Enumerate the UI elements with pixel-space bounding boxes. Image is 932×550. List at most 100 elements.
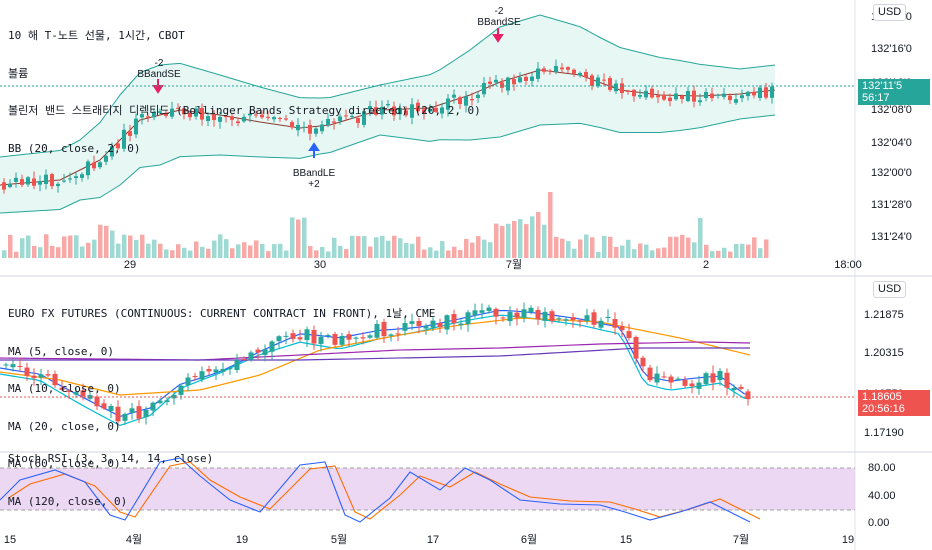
candle-body [200,108,204,120]
bb-label[interactable]: BB (20, close, 2, 0) [8,141,141,155]
axes: 132'20'0132'16'0132'12'0132'08'0132'04'0… [4,11,912,546]
candle-body [122,413,128,421]
candle-body [304,329,310,341]
stoch-tick: 0.00 [868,517,889,529]
volume-bar [122,234,127,258]
volume-bar [644,244,649,258]
price-tick: 1.21875 [864,309,904,321]
top-candles [2,59,774,194]
currency-button-top[interactable]: USD [873,4,907,21]
candle-body [566,67,570,70]
currency-button-bottom[interactable]: USD [873,281,907,298]
candle-body [512,79,516,85]
volume-bar [392,235,397,258]
candle-body [620,83,624,94]
candle-body [178,385,184,395]
volume-bar [74,235,79,258]
candle-body [2,182,6,190]
candle-body [332,334,338,345]
volume-bar [128,235,133,258]
candle-body [486,307,492,311]
band-lower [0,114,776,214]
band-fill [0,15,775,213]
candle-body [110,146,114,157]
candle-body [731,387,737,391]
candle-body [59,387,65,390]
candle-body [398,107,402,115]
volume-bar [728,251,733,258]
ma120-label[interactable]: MA (120, close, 0) [8,494,128,508]
candle-body [311,330,317,344]
candle-body [140,114,144,118]
candle-body [234,360,240,371]
candle-body [416,102,420,112]
volume-bar [284,250,289,258]
volume-bar [2,250,7,258]
candle-body [374,107,378,115]
symbol-title[interactable]: 10 해 T-노트 선물, 1시간, CBOT [8,29,185,42]
candle-body [146,116,150,118]
candle-body [290,333,296,340]
ma60-label[interactable]: MA (60, close, 0) [8,457,121,470]
symbol-title-bottom[interactable]: EURO FX FUTURES (CONTINUOUS: CURRENT CON… [8,307,436,320]
candle-body [570,317,576,321]
volume-bar [260,243,265,258]
volume-bar [746,244,751,258]
candle-body [507,311,513,322]
candle-body [368,106,372,110]
volume-bar [308,246,313,258]
volume-bar [302,217,307,258]
stoch-legend[interactable]: Stoch RSI (3, 3, 14, 14, close) [8,452,214,465]
volume-bar [230,248,235,258]
candle-body [3,364,9,366]
volume-label[interactable]: 볼륨 [8,66,29,80]
candle-body [52,373,58,386]
ma60-line [0,341,751,361]
bar-countdown: 56:17 [862,92,890,104]
price-tick: 132'08'0 [871,104,912,116]
price-tick: 132'00'0 [871,167,912,179]
stoch-lines [0,457,761,523]
ma5-label[interactable]: MA (5, close, 0) [8,344,114,358]
candle-body [194,108,198,117]
volume-bar [188,250,193,258]
candle-body [350,115,354,117]
candle-body [675,378,681,380]
volume-bar [290,217,295,258]
volume-bar [716,250,721,258]
signal-label-se-2: -2 BBandSE [477,6,521,28]
candle-body [92,162,96,169]
candle-body [428,109,432,112]
bar-countdown-bottom: 20:56:16 [862,403,905,415]
volume-bar [416,236,421,258]
volume-bar [50,245,55,258]
volume-bar [536,212,541,258]
time-tick: 5월 [331,533,347,546]
candle-body [717,371,723,381]
candle-body [605,316,611,318]
price-tick: 132'04'0 [871,137,912,149]
volume-bar [362,236,367,258]
candle-body [572,69,576,74]
candle-body [458,323,464,326]
strategy-label[interactable]: 볼린저 밴드 스트래티지 디렉티드 (Bollinger Bands Strat… [8,104,481,117]
ma20-label[interactable]: MA (20, close, 0) [8,419,121,433]
candle-body [674,93,678,100]
ma10-label[interactable]: MA (10, close, 0) [8,382,121,395]
time-tick: 17 [427,534,439,546]
volume-bar [542,224,547,258]
volume-bar [320,247,325,258]
candle-body [614,83,618,92]
volume-bar [530,216,535,258]
volume-bar [164,249,169,258]
volume-bar [272,244,277,258]
volume-bar [338,245,343,258]
candle-body [248,352,254,360]
volume-bar [56,247,61,258]
volume-bar [200,246,205,258]
volume-bar [194,241,199,258]
volume-bar [140,234,145,258]
volume-bar [692,242,697,258]
buy-arrow-icon [308,142,320,158]
